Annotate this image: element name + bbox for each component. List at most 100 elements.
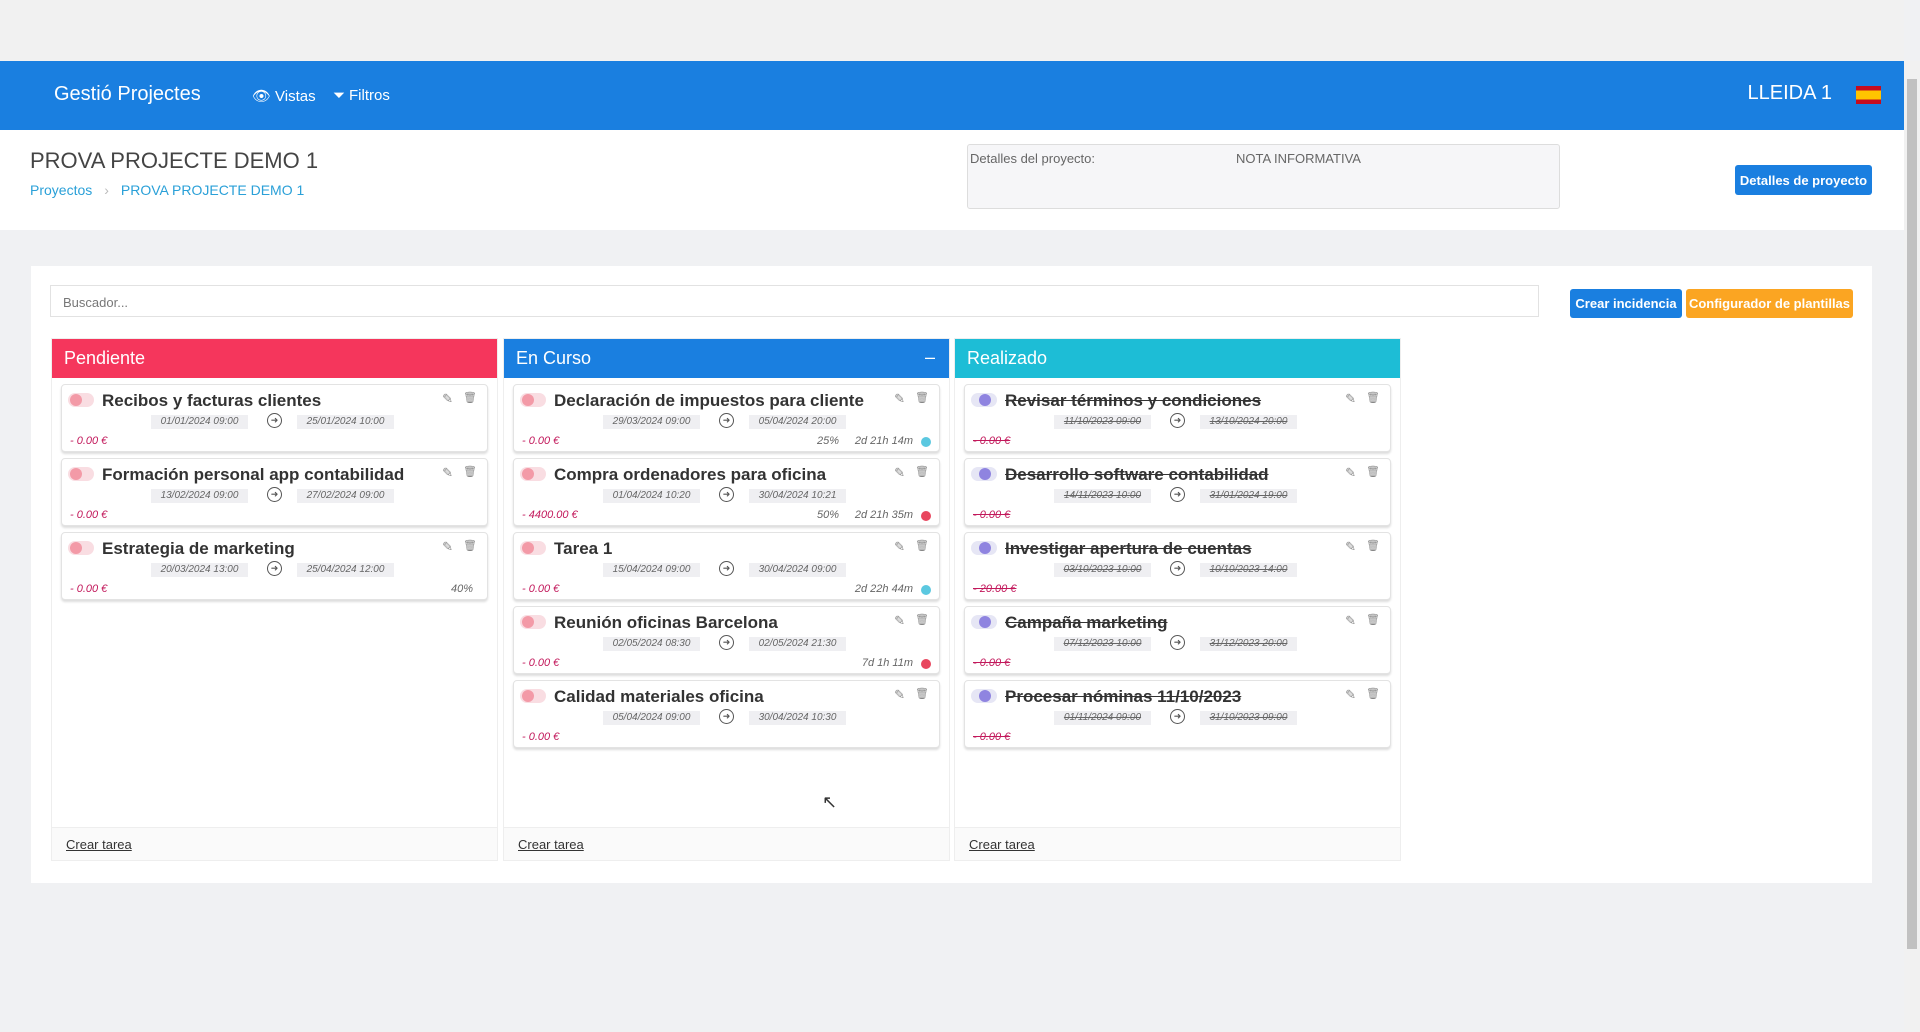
status-toggle[interactable]	[971, 541, 997, 555]
status-toggle[interactable]	[68, 467, 94, 481]
minimize-button[interactable]: –	[924, 347, 935, 367]
task-amount: - 0.00 €	[973, 731, 1011, 743]
edit-icon[interactable]: ✎	[894, 613, 905, 628]
create-task-link[interactable]: Crear tarea	[969, 837, 1035, 852]
spain-flag-icon[interactable]	[1856, 86, 1881, 104]
task-title[interactable]: Tarea 1	[554, 539, 613, 558]
edit-icon[interactable]: ✎	[1345, 391, 1356, 406]
status-toggle[interactable]	[68, 393, 94, 407]
trash-icon[interactable]: 🗑	[915, 392, 929, 404]
trash-icon[interactable]: 🗑	[463, 540, 477, 552]
status-toggle[interactable]	[971, 689, 997, 703]
edit-icon[interactable]: ✎	[442, 465, 453, 480]
task-card[interactable]: Calidad materiales oficina ✎ 🗑 05/04/2024 0…	[513, 680, 940, 748]
breadcrumb-proyectos[interactable]: Proyectos	[30, 182, 93, 198]
task-card[interactable]: Revisar términos y condiciones ✎ 🗑 11/10/20…	[964, 384, 1391, 452]
trash-icon[interactable]: 🗑	[1366, 688, 1380, 700]
status-toggle[interactable]	[971, 615, 997, 629]
task-title[interactable]: Desarrollo software contabilidad	[1005, 465, 1269, 484]
edit-icon[interactable]: ✎	[442, 539, 453, 554]
trash-icon[interactable]: 🗑	[915, 466, 929, 478]
task-card[interactable]: Desarrollo software contabilidad ✎ 🗑 14/11/…	[964, 458, 1391, 526]
edit-icon[interactable]: ✎	[894, 539, 905, 554]
edit-icon[interactable]: ✎	[1345, 539, 1356, 554]
task-card[interactable]: Compra ordenadores para oficina ✎ 🗑 01/04/2…	[513, 458, 940, 526]
status-toggle[interactable]	[971, 467, 997, 481]
page-scrollbar[interactable]	[1904, 61, 1920, 1032]
task-card[interactable]: Campaña marketing ✎ 🗑 07/12/2023 10:00 ➜ 31/1…	[964, 606, 1391, 674]
task-title[interactable]: Recibos y facturas clientes	[102, 391, 322, 410]
task-progress: 40%	[450, 583, 473, 595]
task-card[interactable]: Investigar apertura de cuentas ✎ 🗑 03/10/20…	[964, 532, 1391, 600]
status-toggle[interactable]	[971, 393, 997, 407]
user-name[interactable]: LLEIDA 1	[1747, 82, 1832, 104]
task-title[interactable]: Estrategia de marketing	[102, 539, 295, 558]
trash-icon[interactable]: 🗑	[1366, 466, 1380, 478]
task-title[interactable]: Procesar nóminas 11/10/2023	[1005, 687, 1242, 706]
status-toggle[interactable]	[68, 541, 94, 555]
task-card[interactable]: Procesar nóminas 11/10/2023 ✎ 🗑 01/11/2024 …	[964, 680, 1391, 748]
task-card[interactable]: Estrategia de marketing ✎ 🗑 20/03/2024 13:0…	[61, 532, 488, 600]
task-title[interactable]: Declaración de impuestos para cliente	[554, 391, 864, 410]
task-title[interactable]: Formación personal app contabilidad	[102, 465, 405, 484]
template-config-button[interactable]: Configurador de plantillas	[1686, 289, 1853, 318]
trash-icon[interactable]: 🗑	[1366, 392, 1380, 404]
column-pendiente: Pendiente Recibos y facturas clientes ✎ 🗑 01…	[51, 338, 498, 861]
task-title[interactable]: Campaña marketing	[1005, 613, 1168, 632]
edit-icon[interactable]: ✎	[894, 391, 905, 406]
start-date: 02/05/2024 08:30	[603, 637, 700, 651]
trash-icon[interactable]: 🗑	[463, 466, 477, 478]
create-task-link[interactable]: Crear tarea	[518, 837, 584, 852]
toggle-knob	[979, 690, 991, 702]
breadcrumb-current[interactable]: PROVA PROJECTE DEMO 1	[120, 182, 305, 198]
search-input[interactable]: Buscador...	[50, 285, 1539, 317]
task-title[interactable]: Revisar términos y condiciones	[1005, 391, 1262, 410]
trash-icon[interactable]: 🗑	[915, 540, 929, 552]
task-title[interactable]: Investigar apertura de cuentas	[1005, 539, 1252, 558]
create-task-link[interactable]: Crear tarea	[66, 837, 132, 852]
edit-icon[interactable]: ✎	[1345, 613, 1356, 628]
task-card[interactable]: Tarea 1 ✎ 🗑 15/04/2024 09:00 ➜ 30/04/2024 09:…	[513, 532, 940, 600]
details-note: NOTA INFORMATIVA	[1236, 151, 1361, 166]
task-title[interactable]: Compra ordenadores para oficina	[554, 465, 827, 484]
status-toggle[interactable]	[520, 393, 546, 407]
status-toggle[interactable]	[520, 541, 546, 555]
brand[interactable]: Gestió Projectes	[54, 83, 201, 105]
trash-icon[interactable]: 🗑	[1366, 540, 1380, 552]
task-title[interactable]: Calidad materiales oficina	[554, 687, 764, 706]
project-details-button[interactable]: Detalles de proyecto	[1735, 165, 1872, 195]
task-title[interactable]: Reunión oficinas Barcelona	[554, 613, 778, 632]
arrow-right-circle-icon: ➜	[267, 413, 282, 428]
nav-vistas[interactable]: 👁 Vistas	[252, 87, 316, 106]
task-card[interactable]: Reunión oficinas Barcelona ✎ 🗑 02/05/2024 0…	[513, 606, 940, 674]
edit-icon[interactable]: ✎	[894, 687, 905, 702]
status-toggle[interactable]	[520, 615, 546, 629]
task-amount: - 0.00 €	[973, 657, 1011, 669]
toggle-knob	[979, 394, 991, 406]
trash-icon[interactable]: 🗑	[915, 614, 929, 626]
status-dot	[921, 437, 931, 447]
nav-filtros[interactable]: ⏷ Filtros	[333, 87, 390, 104]
scrollbar-thumb[interactable]	[1907, 79, 1917, 949]
toggle-knob	[979, 468, 991, 480]
edit-icon[interactable]: ✎	[442, 391, 453, 406]
edit-icon[interactable]: ✎	[1345, 465, 1356, 480]
toggle-knob	[522, 616, 534, 628]
project-details-textarea[interactable]: Detalles del proyecto: NOTA INFORMATIVA	[967, 144, 1560, 209]
status-toggle[interactable]	[520, 467, 546, 481]
create-incident-button[interactable]: Crear incidencia	[1570, 289, 1682, 318]
task-amount: - 0.00 €	[522, 657, 560, 669]
task-card[interactable]: Recibos y facturas clientes ✎ 🗑 01/01/2024 …	[61, 384, 488, 452]
arrow-right-circle-icon: ➜	[719, 561, 734, 576]
task-card[interactable]: Declaración de impuestos para cliente ✎ 🗑 2…	[513, 384, 940, 452]
trash-icon[interactable]: 🗑	[463, 392, 477, 404]
status-toggle[interactable]	[520, 689, 546, 703]
end-date: 31/12/2023 20:00	[1200, 637, 1297, 651]
trash-icon[interactable]: 🗑	[915, 688, 929, 700]
task-card[interactable]: Formación personal app contabilidad ✎ 🗑 13/…	[61, 458, 488, 526]
edit-icon[interactable]: ✎	[1345, 687, 1356, 702]
edit-icon[interactable]: ✎	[894, 465, 905, 480]
details-label: Detalles del proyecto:	[970, 151, 1096, 166]
trash-icon[interactable]: 🗑	[1366, 614, 1380, 626]
end-date: 13/10/2024 20:00	[1200, 415, 1297, 429]
